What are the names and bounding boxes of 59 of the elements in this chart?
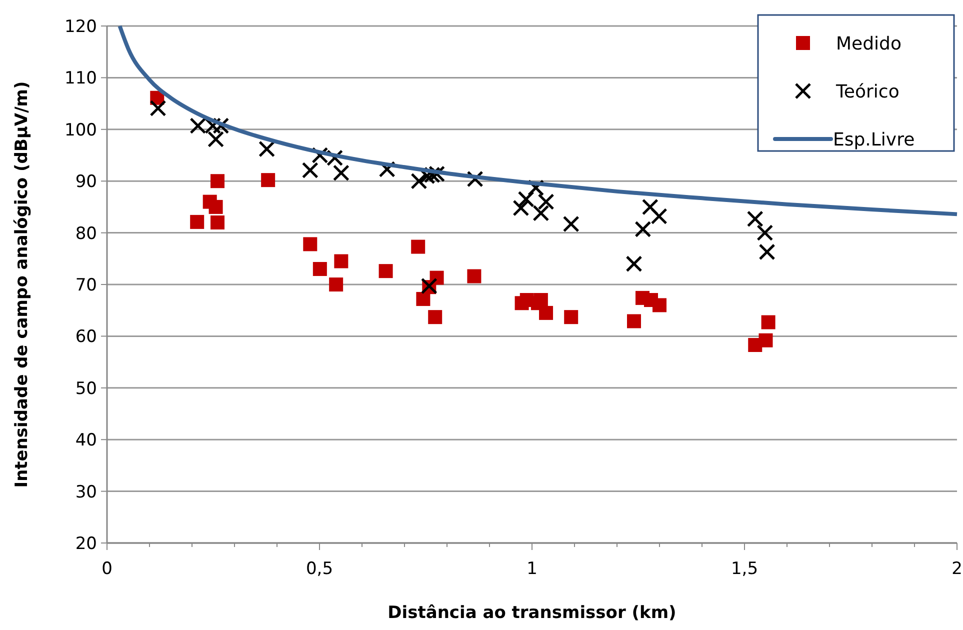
y-axis-title: Intensidade de campo analógico (dBµV/m)	[12, 81, 32, 488]
point	[539, 306, 554, 320]
point	[428, 310, 442, 324]
y-tick-label: 30	[75, 482, 97, 502]
y-tick-label: 20	[75, 534, 97, 554]
y-tick-label: 110	[64, 68, 97, 89]
x-tick-label: 0,5	[306, 559, 334, 579]
point	[334, 254, 348, 268]
point	[634, 220, 652, 238]
x-tick-label: 1	[526, 559, 538, 579]
point	[652, 298, 666, 312]
point	[650, 208, 668, 225]
point	[746, 210, 764, 228]
legend-label: Medido	[836, 33, 902, 54]
point	[518, 190, 534, 208]
point	[758, 333, 773, 348]
y-tick-label: 100	[64, 120, 97, 140]
point	[467, 269, 482, 284]
point	[532, 204, 550, 222]
legend-label: Teórico	[835, 81, 900, 102]
x-axis-title: Distância ao transmissor (km)	[388, 603, 676, 623]
point	[302, 162, 318, 178]
y-tick-label: 80	[75, 224, 97, 244]
point	[562, 216, 580, 232]
point	[758, 244, 776, 260]
point	[626, 256, 642, 272]
point	[512, 200, 530, 216]
x-tick-label: 2	[952, 559, 962, 579]
point	[208, 130, 224, 148]
point	[564, 310, 578, 324]
point	[303, 237, 318, 252]
point	[332, 164, 350, 182]
line-series	[118, 24, 959, 216]
point	[538, 194, 554, 210]
point	[410, 172, 428, 190]
point	[642, 198, 658, 216]
y-tick-label: 50	[75, 378, 97, 399]
point	[411, 240, 426, 254]
point	[627, 314, 641, 328]
point	[329, 278, 344, 292]
point	[190, 214, 204, 229]
point	[756, 224, 774, 242]
legend-label: Esp.Livre	[833, 129, 915, 150]
point	[261, 173, 276, 188]
y-tick-label: 120	[64, 16, 97, 37]
y-tick-label: 70	[75, 275, 97, 296]
point	[210, 174, 224, 188]
point	[258, 140, 276, 158]
point	[150, 100, 166, 116]
x-tick-label: 1,5	[730, 559, 758, 579]
y-tick-label: 60	[75, 327, 97, 348]
x-tick-label: 0	[102, 559, 112, 579]
point	[312, 262, 327, 276]
point	[416, 292, 430, 306]
point	[210, 215, 224, 230]
point	[761, 315, 776, 330]
point	[378, 264, 393, 278]
y-tick-label: 40	[75, 430, 97, 451]
y-tick-label: 90	[75, 172, 97, 192]
